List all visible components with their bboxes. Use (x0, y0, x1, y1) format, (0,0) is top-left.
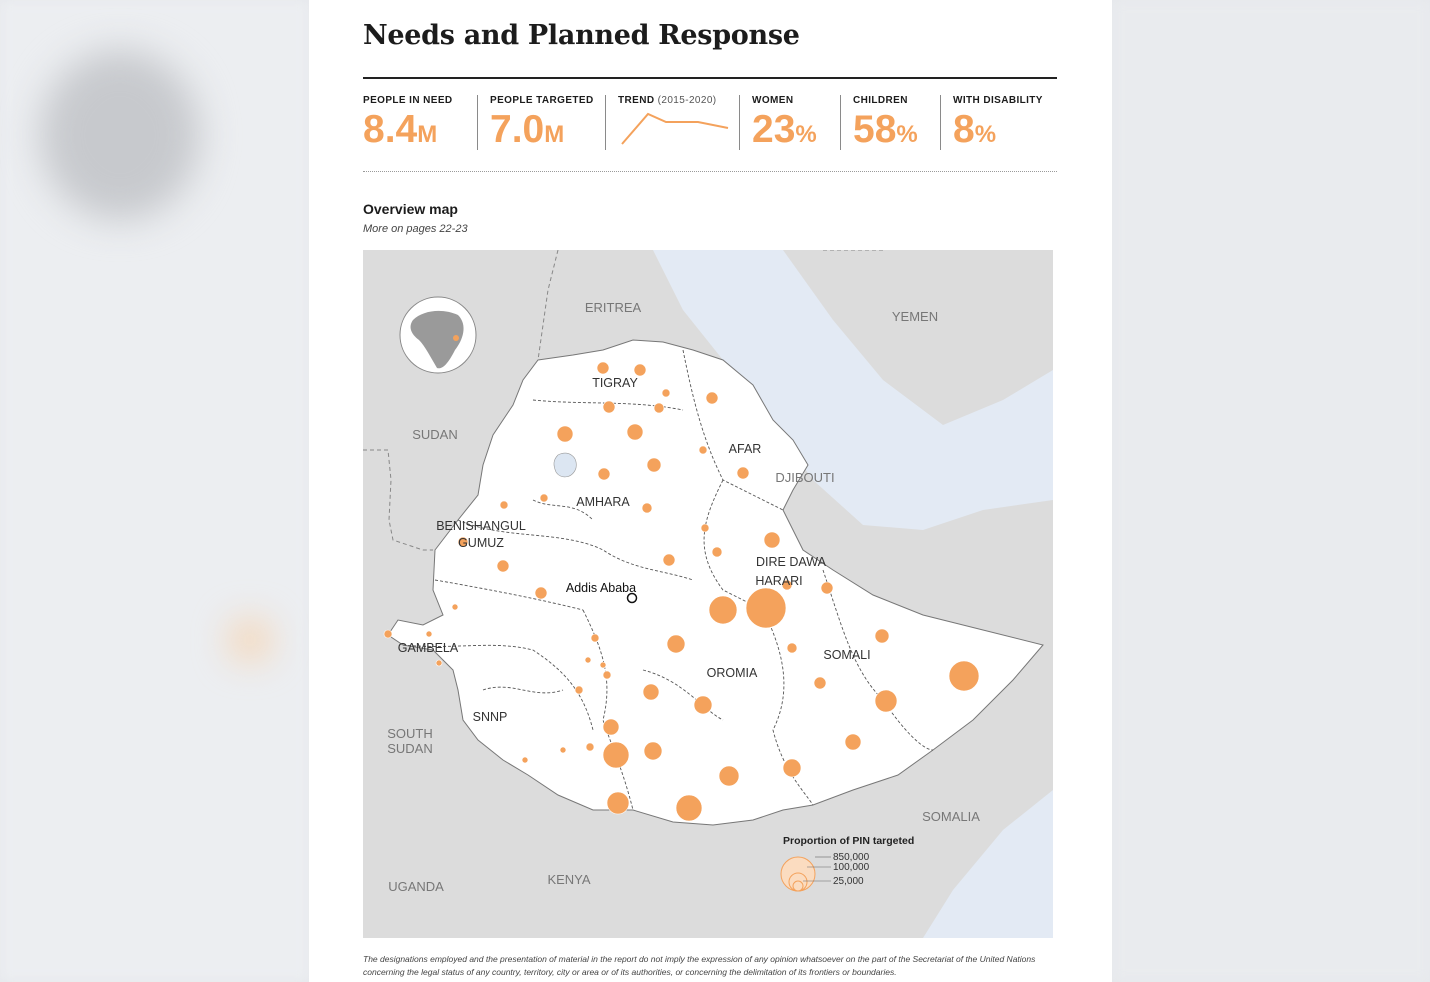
label-uganda: UGANDA (388, 879, 444, 894)
label-south: SOUTH (387, 726, 433, 741)
map-capital-addis-ababa: Addis Ababa (566, 581, 638, 604)
kpi-value: 8% (953, 110, 1043, 155)
kpi-number: 23 (752, 108, 796, 151)
map-globe-inset (399, 296, 477, 374)
label-tigray: TIGRAY (592, 376, 638, 390)
map-region-labels: TIGRAY AFAR AMHARA BENISHANGUL GUMUZ DIR… (398, 376, 871, 724)
legend-value: 100,000 (833, 862, 870, 873)
background-orange-blur-2 (230, 620, 270, 660)
kpi-unit: M (544, 121, 565, 148)
map-outer-dashed (363, 250, 883, 551)
label-dire-dawa: DIRE DAWA (756, 555, 827, 569)
kpi-women: WOMEN 23% (739, 95, 817, 150)
map-legend: Proportion of PIN targeted 850,000 100,0… (780, 835, 914, 892)
label-somalia: SOMALIA (922, 809, 980, 824)
page-title: Needs and Planned Response (363, 20, 800, 51)
capital-star-icon (626, 592, 638, 604)
kpi-children: CHILDREN 58% (840, 95, 918, 150)
map-sea-indian-ocean (923, 790, 1053, 938)
kpi-label: PEOPLE TARGETED (490, 95, 594, 106)
kpi-with-disability: WITH DISABILITY 8% (940, 95, 1043, 150)
disclaimer-line: concerning the legal status of any count… (363, 967, 897, 977)
kpi-people-in-need: PEOPLE IN NEED 8.4M (363, 95, 453, 150)
label-kenya: KENYA (547, 872, 590, 887)
map-region-borders (402, 349, 934, 811)
kpi-value: 7.0M (490, 110, 594, 155)
label-somali: SOMALI (823, 648, 870, 662)
kpi-people-targeted: PEOPLE TARGETED 7.0M (477, 95, 594, 150)
label-benishangul: BENISHANGUL (436, 519, 526, 533)
disclaimer-line: The designations employed and the presen… (363, 954, 1036, 964)
label-gumuz: GUMUZ (458, 536, 504, 550)
label-yemen: YEMEN (892, 309, 938, 324)
kpi-row: PEOPLE IN NEED 8.4M PEOPLE TARGETED 7.0M… (363, 77, 1057, 172)
kpi-value: 58% (853, 110, 918, 155)
kpi-unit: M (417, 121, 438, 148)
trend-years: (2015-2020) (657, 95, 717, 106)
map-country-labels: ERITREA YEMEN SUDAN DJIBOUTI SOUTH SUDAN… (387, 300, 980, 894)
kpi-unit: % (974, 121, 997, 148)
kpi-number: 58 (853, 108, 897, 151)
legend-value: 850,000 (833, 852, 870, 863)
report-page: Needs and Planned Response PEOPLE IN NEE… (309, 0, 1112, 982)
label-snnp: SNNP (473, 710, 508, 724)
label-capital: Addis Ababa (566, 581, 636, 595)
legend-title: Proportion of PIN targeted (783, 835, 914, 847)
label-oromia: OROMIA (707, 666, 758, 680)
kpi-trend: TREND (2015-2020) (605, 95, 730, 150)
trend-label: TREND (618, 95, 655, 106)
background-right-blur (1112, 0, 1430, 982)
background-globe-blur (40, 50, 200, 220)
kpi-number: 7.0 (490, 108, 545, 151)
section-subtitle: More on pages 22-23 (363, 223, 468, 235)
section-title: Overview map (363, 201, 458, 217)
label-amhara: AMHARA (576, 495, 630, 509)
label-south-sudan: SUDAN (387, 741, 433, 756)
legend-value: 25,000 (833, 876, 864, 887)
map-lake-tana (553, 452, 577, 478)
label-sudan: SUDAN (412, 427, 458, 442)
map-pin-bubbles (383, 361, 980, 822)
label-eritrea: ERITREA (585, 300, 642, 315)
kpi-label: TREND (2015-2020) (618, 95, 730, 106)
map-sea-red-sea (653, 250, 1053, 530)
kpi-label: PEOPLE IN NEED (363, 95, 453, 106)
disclaimer: The designations employed and the presen… (363, 953, 1053, 979)
kpi-number: 8 (953, 108, 975, 151)
kpi-unit: % (896, 121, 918, 148)
label-afar: AFAR (729, 442, 762, 456)
kpi-label: WITH DISABILITY (953, 95, 1043, 106)
kpi-value: 23% (752, 110, 817, 155)
trend-sparkline (621, 112, 729, 145)
overview-map[interactable]: ERITREA YEMEN SUDAN DJIBOUTI SOUTH SUDAN… (363, 250, 1053, 938)
label-harari: HARARI (755, 574, 802, 588)
kpi-value: 8.4M (363, 110, 453, 155)
kpi-unit: % (795, 121, 817, 148)
label-djibouti: DJIBOUTI (775, 470, 834, 485)
legend-bubble-small (792, 880, 804, 892)
kpi-label: WOMEN (752, 95, 794, 106)
kpi-number: 8.4 (363, 108, 418, 151)
kpi-label: CHILDREN (853, 95, 908, 106)
label-gambela: GAMBELA (398, 641, 459, 655)
